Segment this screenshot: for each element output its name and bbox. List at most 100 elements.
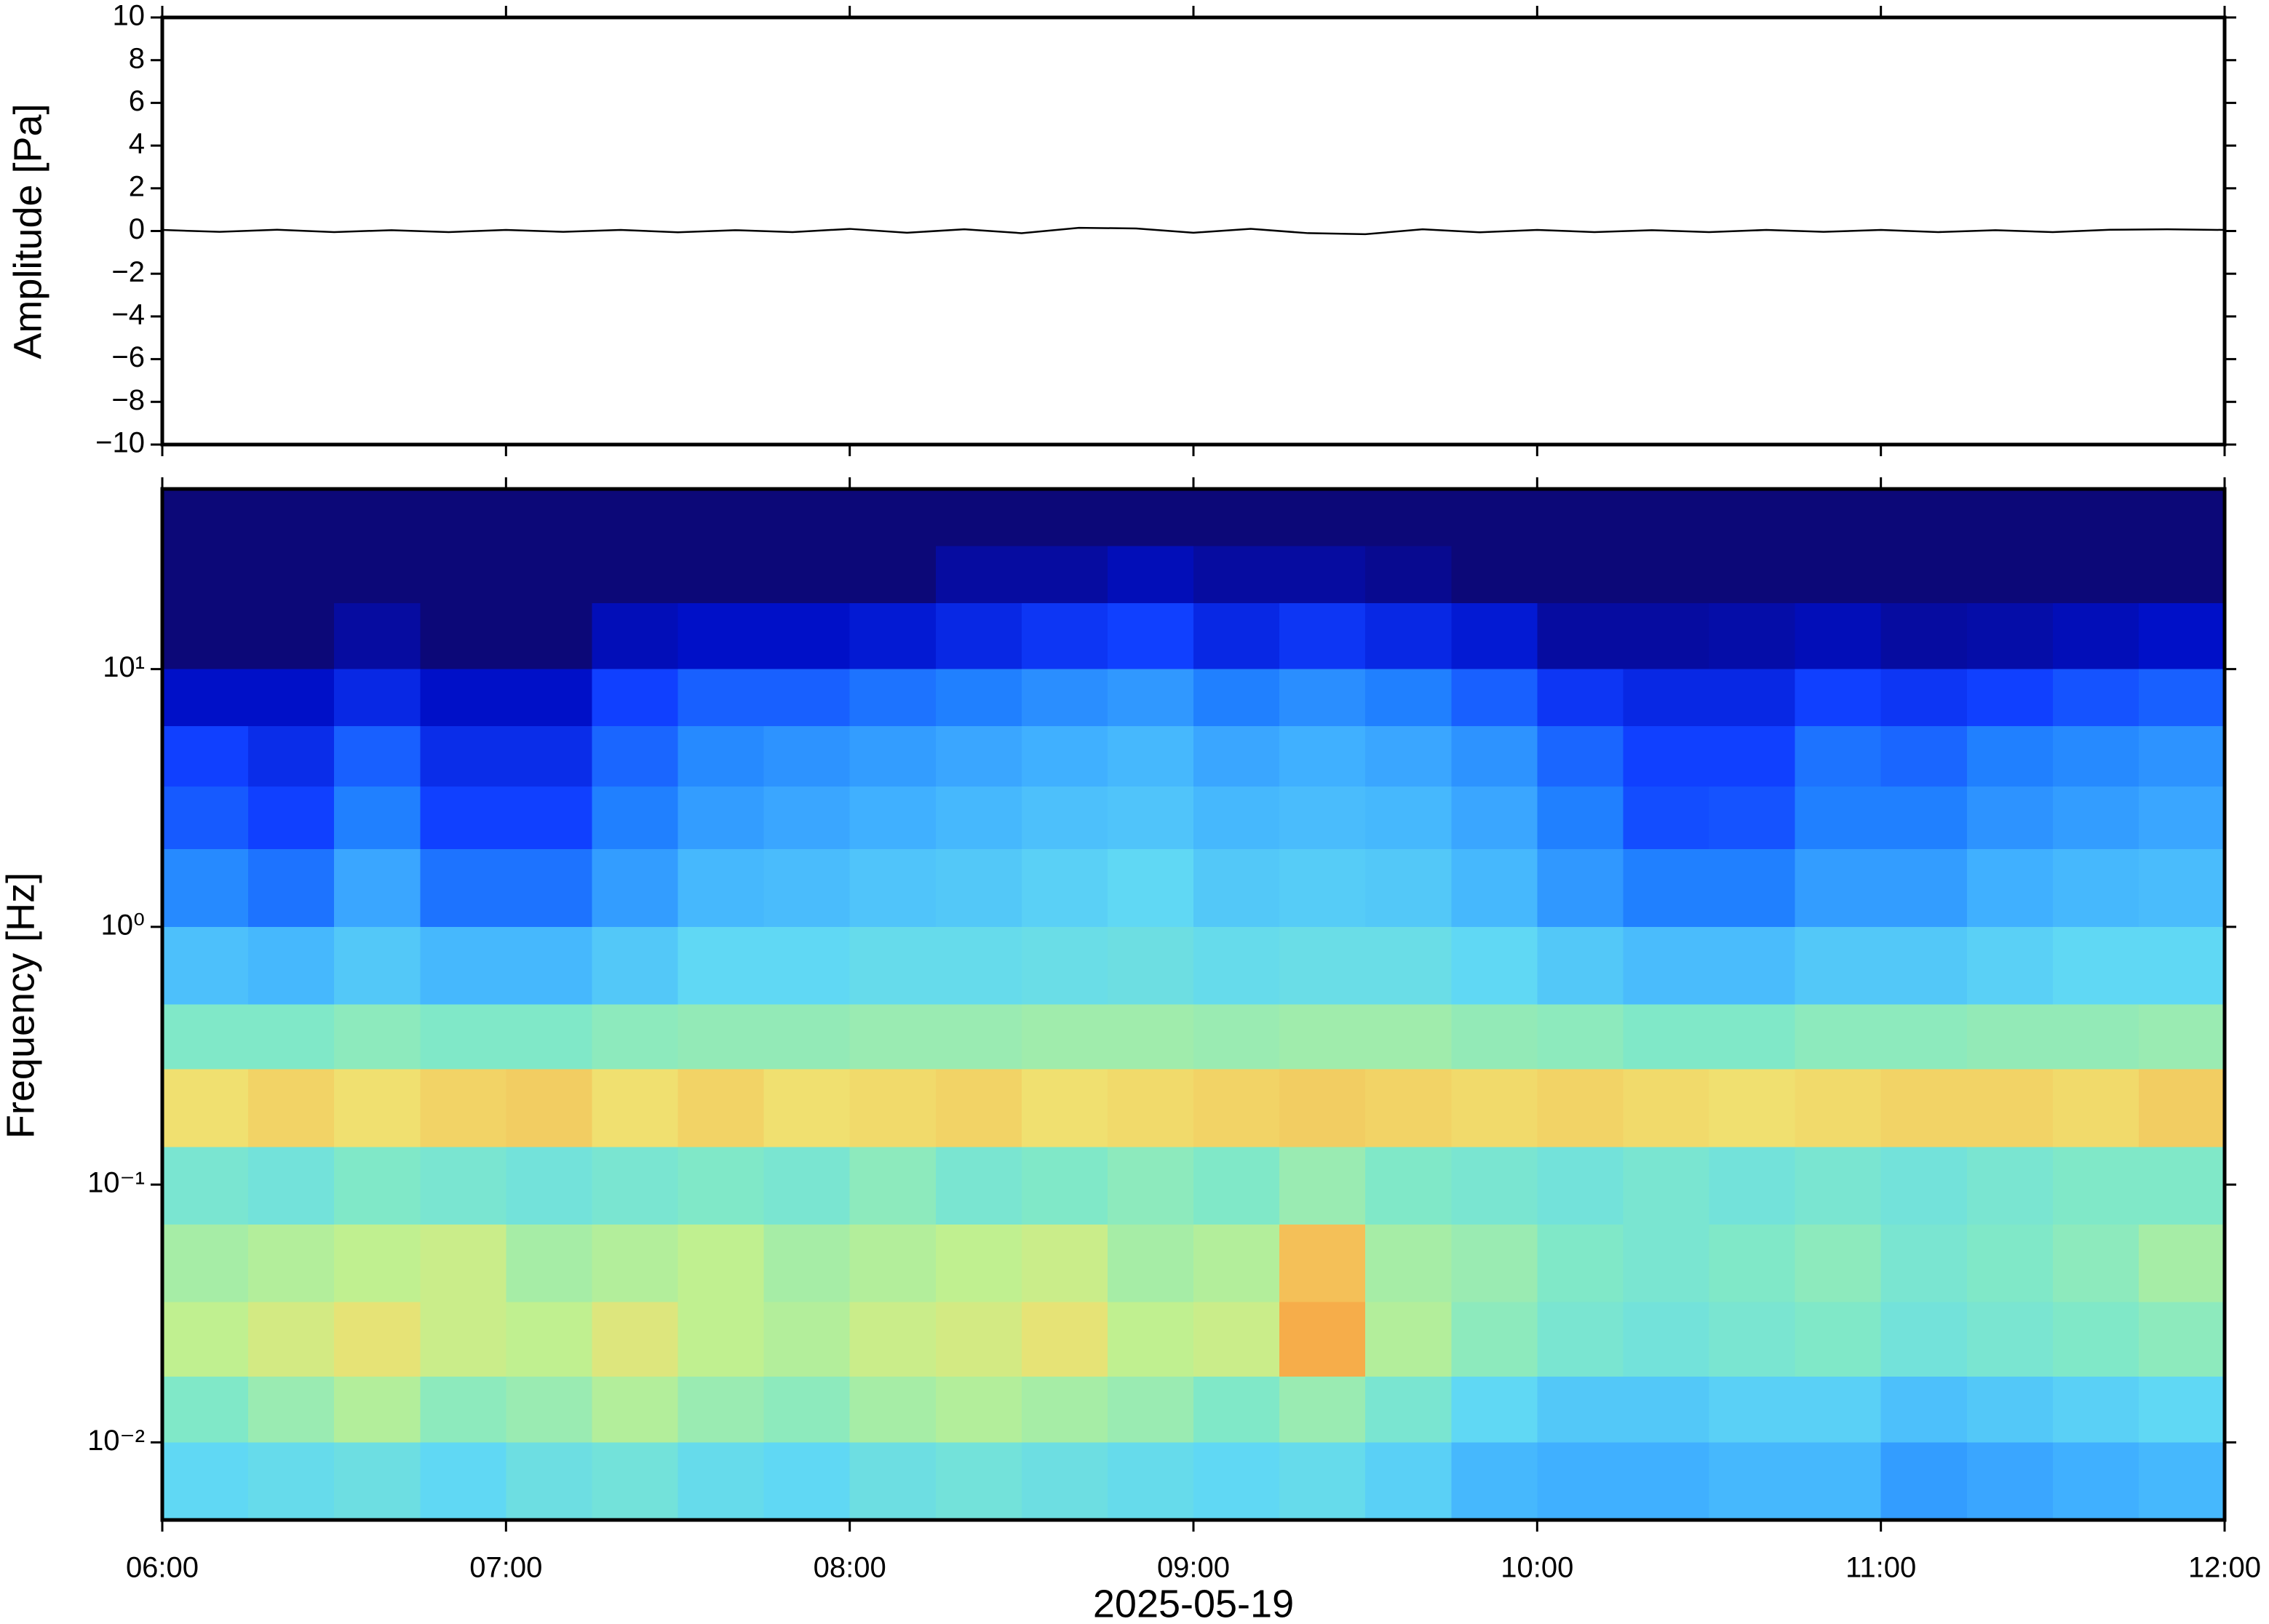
spectrogram-cell	[763, 926, 851, 1006]
spectrogram-cell	[1193, 603, 1280, 670]
spectrogram-cell	[1021, 1376, 1108, 1444]
spectrogram-cell	[420, 669, 507, 727]
spectrogram-cell	[2138, 726, 2225, 787]
spectrogram-cell	[763, 787, 851, 851]
spectrogram-cell	[1623, 726, 1710, 787]
spectrogram-cell	[935, 1069, 1022, 1148]
spectrogram-cell	[2138, 1069, 2225, 1148]
spectrogram-cell	[763, 1069, 851, 1148]
spectrogram-cell	[2052, 1224, 2139, 1303]
spectrogram-cell	[162, 669, 249, 727]
spectrogram-cell	[763, 1004, 851, 1070]
spectrogram-cell	[1795, 787, 1882, 851]
spectrogram-cell	[1623, 1069, 1710, 1148]
spectrogram-cell	[506, 1147, 593, 1225]
spectrogram-cell	[763, 1147, 851, 1225]
spectrogram-cell	[763, 1224, 851, 1303]
spectrogram-cell	[506, 926, 593, 1006]
spectrogram-cell	[1880, 1442, 1968, 1521]
spectrogram-cell	[592, 1302, 679, 1377]
y-tick-label: 10⁻¹	[87, 1167, 145, 1199]
spectrogram-cell	[162, 849, 249, 928]
spectrogram-cell	[849, 1376, 937, 1444]
spectrogram-cell	[1021, 1442, 1108, 1521]
y-tick-label: −4	[111, 298, 145, 330]
spectrogram-cell	[849, 1004, 937, 1070]
spectrogram-cell	[162, 1376, 249, 1444]
spectrogram-cell	[1365, 1004, 1453, 1070]
spectrogram-cell	[1451, 1004, 1538, 1070]
spectrogram-cell	[849, 1224, 937, 1303]
spectrogram-cell	[1451, 1069, 1538, 1148]
spectrogram-cell	[1193, 1069, 1280, 1148]
spectrogram-cell	[849, 1442, 937, 1521]
spectrogram-cell	[1709, 1004, 1796, 1070]
spectrogram-cell	[1279, 1069, 1366, 1148]
spectrogram-cell	[1021, 1224, 1108, 1303]
spectrogram-cell	[506, 489, 593, 547]
spectrogram-cell	[763, 489, 851, 547]
spectrogram-cell	[506, 546, 593, 604]
spectrogram-cell	[1537, 787, 1624, 851]
spectrogram-cell	[677, 849, 765, 928]
spectrogram-cell	[1107, 1302, 1194, 1377]
spectrogram-cell	[420, 603, 507, 670]
spectrogram-cell	[1537, 1224, 1624, 1303]
spectrogram-cell	[334, 726, 421, 787]
spectrogram-cell	[1537, 1069, 1624, 1148]
spectrogram-cell	[334, 849, 421, 928]
spectrogram-cell	[935, 489, 1022, 547]
spectrogram-cell	[420, 1376, 507, 1444]
spectrogram-cell	[849, 603, 937, 670]
spectrogram-cell	[935, 849, 1022, 928]
spectrogram-cell	[677, 787, 765, 851]
spectrogram-cell	[935, 926, 1022, 1006]
spectrogram-cell	[1193, 849, 1280, 928]
spectrogram-cell	[1709, 1376, 1796, 1444]
spectrogram-cell	[1279, 849, 1366, 928]
spectrogram-cell	[1365, 1147, 1453, 1225]
spectrogram-cell	[935, 1302, 1022, 1377]
spectrogram-cell	[763, 1442, 851, 1521]
spectrogram-cell	[1880, 926, 1968, 1006]
spectrogram-cell	[420, 489, 507, 547]
spectrogram-cell	[1365, 1069, 1453, 1148]
spectrogram-cell	[420, 1069, 507, 1148]
spectrogram-cell	[1451, 1376, 1538, 1444]
spectrogram-cell	[248, 787, 335, 851]
spectrogram-cell	[1365, 787, 1453, 851]
spectrogram-cell	[248, 1004, 335, 1070]
spectrogram-cell	[1537, 489, 1624, 547]
spectrogram-cell	[1966, 1147, 2054, 1225]
spectrogram-cell	[506, 1376, 593, 1444]
spectrogram-cell	[1107, 1069, 1194, 1148]
spectrogram-cell	[849, 669, 937, 727]
spectrogram-cell	[1623, 1224, 1710, 1303]
spectrogram-cell	[849, 489, 937, 547]
spectrogram-cell	[2052, 546, 2139, 604]
spectrogram-cell	[420, 787, 507, 851]
spectrogram-cell	[1365, 926, 1453, 1006]
spectrogram-cell	[248, 1224, 335, 1303]
spectrogram-cell	[1966, 603, 2054, 670]
spectrogram-cell	[248, 1376, 335, 1444]
spectrogram-cell	[162, 1069, 249, 1148]
y-tick-label: 8	[129, 42, 145, 74]
spectrogram-cell	[1279, 1302, 1366, 1377]
spectrogram-cell	[506, 603, 593, 670]
spectrogram-cell	[935, 669, 1022, 727]
spectrogram-cells	[162, 489, 2225, 1521]
spectrogram-cell	[1279, 669, 1366, 727]
spectrogram-cell	[1451, 546, 1538, 604]
spectrogram-cell	[1966, 926, 2054, 1006]
spectrogram-cell	[248, 1442, 335, 1521]
spectrogram-cell	[248, 669, 335, 727]
spectrogram-cell	[162, 1147, 249, 1225]
y-tick-label: 10⁻²	[87, 1425, 145, 1457]
spectrogram-cell	[677, 1376, 765, 1444]
spectrogram-cell	[1880, 489, 1968, 547]
spectrogram-cell	[1451, 849, 1538, 928]
spectrogram-cell	[334, 489, 421, 547]
spectrogram-cell	[1365, 1302, 1453, 1377]
spectrogram-cell	[1107, 603, 1194, 670]
